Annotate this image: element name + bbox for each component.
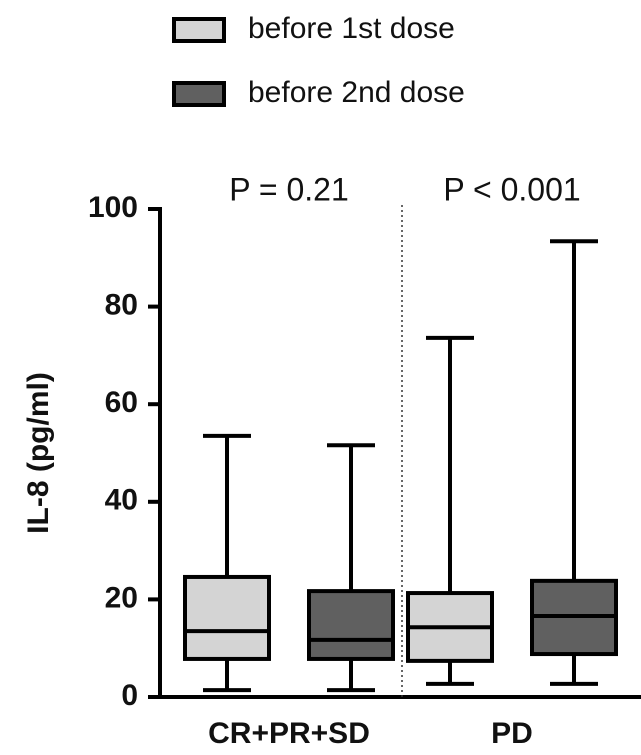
x-tick-label: PD	[491, 717, 533, 750]
annotation: P < 0.001	[443, 171, 580, 207]
y-tick-label: 60	[105, 386, 138, 419]
box	[307, 589, 395, 661]
box	[183, 574, 271, 661]
y-tick-label: 100	[88, 191, 138, 224]
legend-swatch	[172, 81, 226, 107]
annotation: P = 0.21	[229, 171, 349, 207]
legend-label: before 2nd dose	[248, 76, 465, 109]
x-tick-label: CR+PR+SD	[208, 717, 370, 750]
legend-swatch	[172, 17, 226, 43]
y-tick-label: 40	[105, 484, 138, 517]
legend-label: before 1st dose	[248, 12, 455, 45]
y-tick-label: 80	[105, 289, 138, 322]
y-tick-label: 20	[105, 581, 138, 614]
y-axis-label: IL-8 (pg/ml)	[22, 372, 55, 534]
y-tick-label: 0	[121, 679, 138, 712]
